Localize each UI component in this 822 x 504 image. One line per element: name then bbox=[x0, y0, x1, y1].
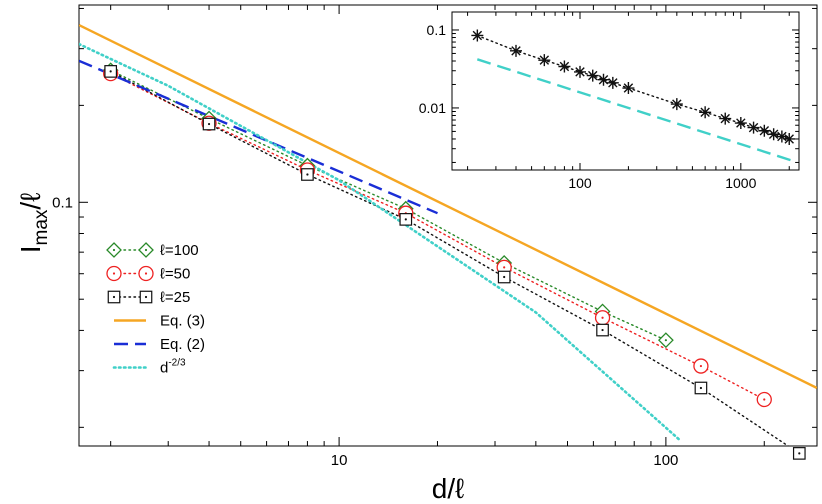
inset-point-0-5 bbox=[586, 69, 599, 82]
x-axis-label: d/ℓ bbox=[432, 473, 464, 504]
main-series-line-1 bbox=[109, 72, 765, 401]
legend-label-sup: -2/3 bbox=[168, 358, 186, 369]
inset-markers bbox=[471, 29, 796, 145]
main-y-tick-label: 0.1 bbox=[52, 195, 73, 212]
legend-entry-4: Eq. (2) bbox=[114, 336, 205, 353]
inset-point-0-15 bbox=[767, 128, 780, 141]
legend-marker-a-0 bbox=[106, 242, 122, 258]
inset-point-0-2 bbox=[538, 54, 551, 67]
inset-series-lines bbox=[476, 34, 793, 162]
legend-label-4: Eq. (2) bbox=[160, 336, 205, 353]
legend-label-5: d-2/3 bbox=[160, 358, 186, 377]
legend-marker-a-1 bbox=[106, 265, 122, 282]
main-x-tick-label: 100 bbox=[653, 452, 678, 469]
legend-label-1: ℓ=50 bbox=[160, 266, 190, 283]
inset-x-tick-label: 100 bbox=[568, 175, 592, 191]
main-point-1-5 bbox=[594, 310, 611, 326]
inset-series-line-0 bbox=[476, 34, 790, 140]
inset-point-0-10 bbox=[699, 106, 712, 119]
legend-marker-b-1 bbox=[138, 265, 154, 282]
main-markers bbox=[102, 62, 806, 460]
main-point-1-7 bbox=[756, 391, 772, 408]
main-point-2-1 bbox=[202, 117, 216, 131]
main-point-2-1-dot bbox=[207, 122, 211, 126]
main-point-2-6-dot bbox=[699, 386, 703, 390]
legend-marker-a-1-dot bbox=[112, 272, 116, 275]
inset-plot: 100 1000 0.1 0.01 bbox=[419, 11, 800, 191]
legend-marker-b-2-dot bbox=[144, 295, 148, 299]
main-point-2-6 bbox=[694, 381, 708, 395]
main-point-2-4 bbox=[497, 270, 511, 284]
inset-point-0-1 bbox=[509, 44, 522, 57]
legend-label-2: ℓ=25 bbox=[160, 289, 190, 306]
main-point-1-4-dot bbox=[503, 266, 506, 269]
inset-point-0-13 bbox=[747, 121, 760, 134]
main-point-1-5-dot bbox=[601, 316, 604, 319]
y-axis-label-sub: max bbox=[31, 209, 52, 245]
inset-point-0-9 bbox=[670, 98, 683, 111]
main-point-1-6 bbox=[693, 358, 709, 374]
inset-point-0-17 bbox=[783, 132, 796, 145]
legend-marker-b-0-dot bbox=[144, 248, 148, 252]
legend: ℓ=100 ℓ=50 ℓ=25 Eq. (3) Eq. (2) d-2/3 bbox=[106, 242, 205, 377]
main-point-2-0-dot bbox=[109, 70, 112, 73]
inset-point-0-4 bbox=[573, 65, 586, 78]
inset-point-0-7 bbox=[606, 76, 619, 89]
legend-label-3: Eq. (3) bbox=[160, 313, 205, 330]
main-point-2-3-dot bbox=[404, 218, 407, 221]
inset-point-0-11 bbox=[719, 112, 732, 125]
main-series-line-2 bbox=[109, 70, 790, 446]
main-point-1-6-dot bbox=[699, 364, 703, 368]
main-x-tick-label: 10 bbox=[331, 452, 348, 469]
main-point-0-6 bbox=[657, 332, 674, 349]
main-point-2-5 bbox=[596, 323, 609, 337]
main-point-2-7 bbox=[792, 447, 806, 460]
legend-entry-2: ℓ=25 bbox=[107, 289, 190, 306]
legend-label-base: d bbox=[160, 360, 168, 377]
inset-series-line-1 bbox=[476, 58, 793, 162]
inset-point-0-8 bbox=[622, 82, 635, 95]
legend-entry-1: ℓ=50 bbox=[106, 265, 190, 283]
legend-marker-a-0-dot bbox=[112, 248, 116, 252]
legend-marker-a-2-dot bbox=[112, 295, 116, 299]
inset-x-tick-label: 1000 bbox=[725, 175, 756, 191]
inset-point-0-12 bbox=[734, 117, 747, 130]
y-axis-label-main: I bbox=[15, 245, 46, 253]
legend-entry-0: ℓ=100 bbox=[106, 242, 199, 259]
legend-entry-5: d-2/3 bbox=[112, 358, 186, 377]
inset-point-0-14 bbox=[758, 124, 771, 137]
main-point-2-5-dot bbox=[601, 328, 604, 332]
main-point-2-7-dot bbox=[798, 452, 801, 455]
legend-marker-b-0 bbox=[138, 242, 154, 258]
main-point-2-4-dot bbox=[503, 275, 506, 279]
main-point-2-2 bbox=[301, 168, 314, 181]
main-point-2-2-dot bbox=[306, 173, 309, 176]
main-point-1-7-dot bbox=[763, 398, 766, 401]
y-axis-label-tail: /ℓ bbox=[15, 193, 46, 210]
main-point-0-6-dot bbox=[664, 339, 667, 342]
y-axis-label: Imax/ℓ bbox=[15, 193, 52, 254]
inset-point-0-16 bbox=[775, 130, 788, 143]
inset-y-tick-label: 0.1 bbox=[427, 22, 447, 38]
inset-point-0-0 bbox=[471, 29, 484, 42]
legend-marker-b-1-dot bbox=[144, 272, 148, 275]
main-point-2-3 bbox=[399, 213, 413, 226]
main-point-2-0 bbox=[104, 65, 118, 78]
main-series-line-3 bbox=[79, 24, 817, 390]
inset-point-0-3 bbox=[558, 60, 571, 73]
inset-y-tick-label: 0.01 bbox=[419, 100, 446, 116]
legend-entry-3: Eq. (3) bbox=[114, 313, 205, 330]
main-series-line-4 bbox=[79, 59, 438, 215]
inset-point-0-6 bbox=[597, 73, 610, 86]
legend-label-0: ℓ=100 bbox=[160, 242, 199, 259]
legend-marker-a-2 bbox=[107, 290, 121, 304]
main-series-line-5 bbox=[79, 42, 681, 442]
legend-marker-b-2 bbox=[139, 290, 153, 304]
